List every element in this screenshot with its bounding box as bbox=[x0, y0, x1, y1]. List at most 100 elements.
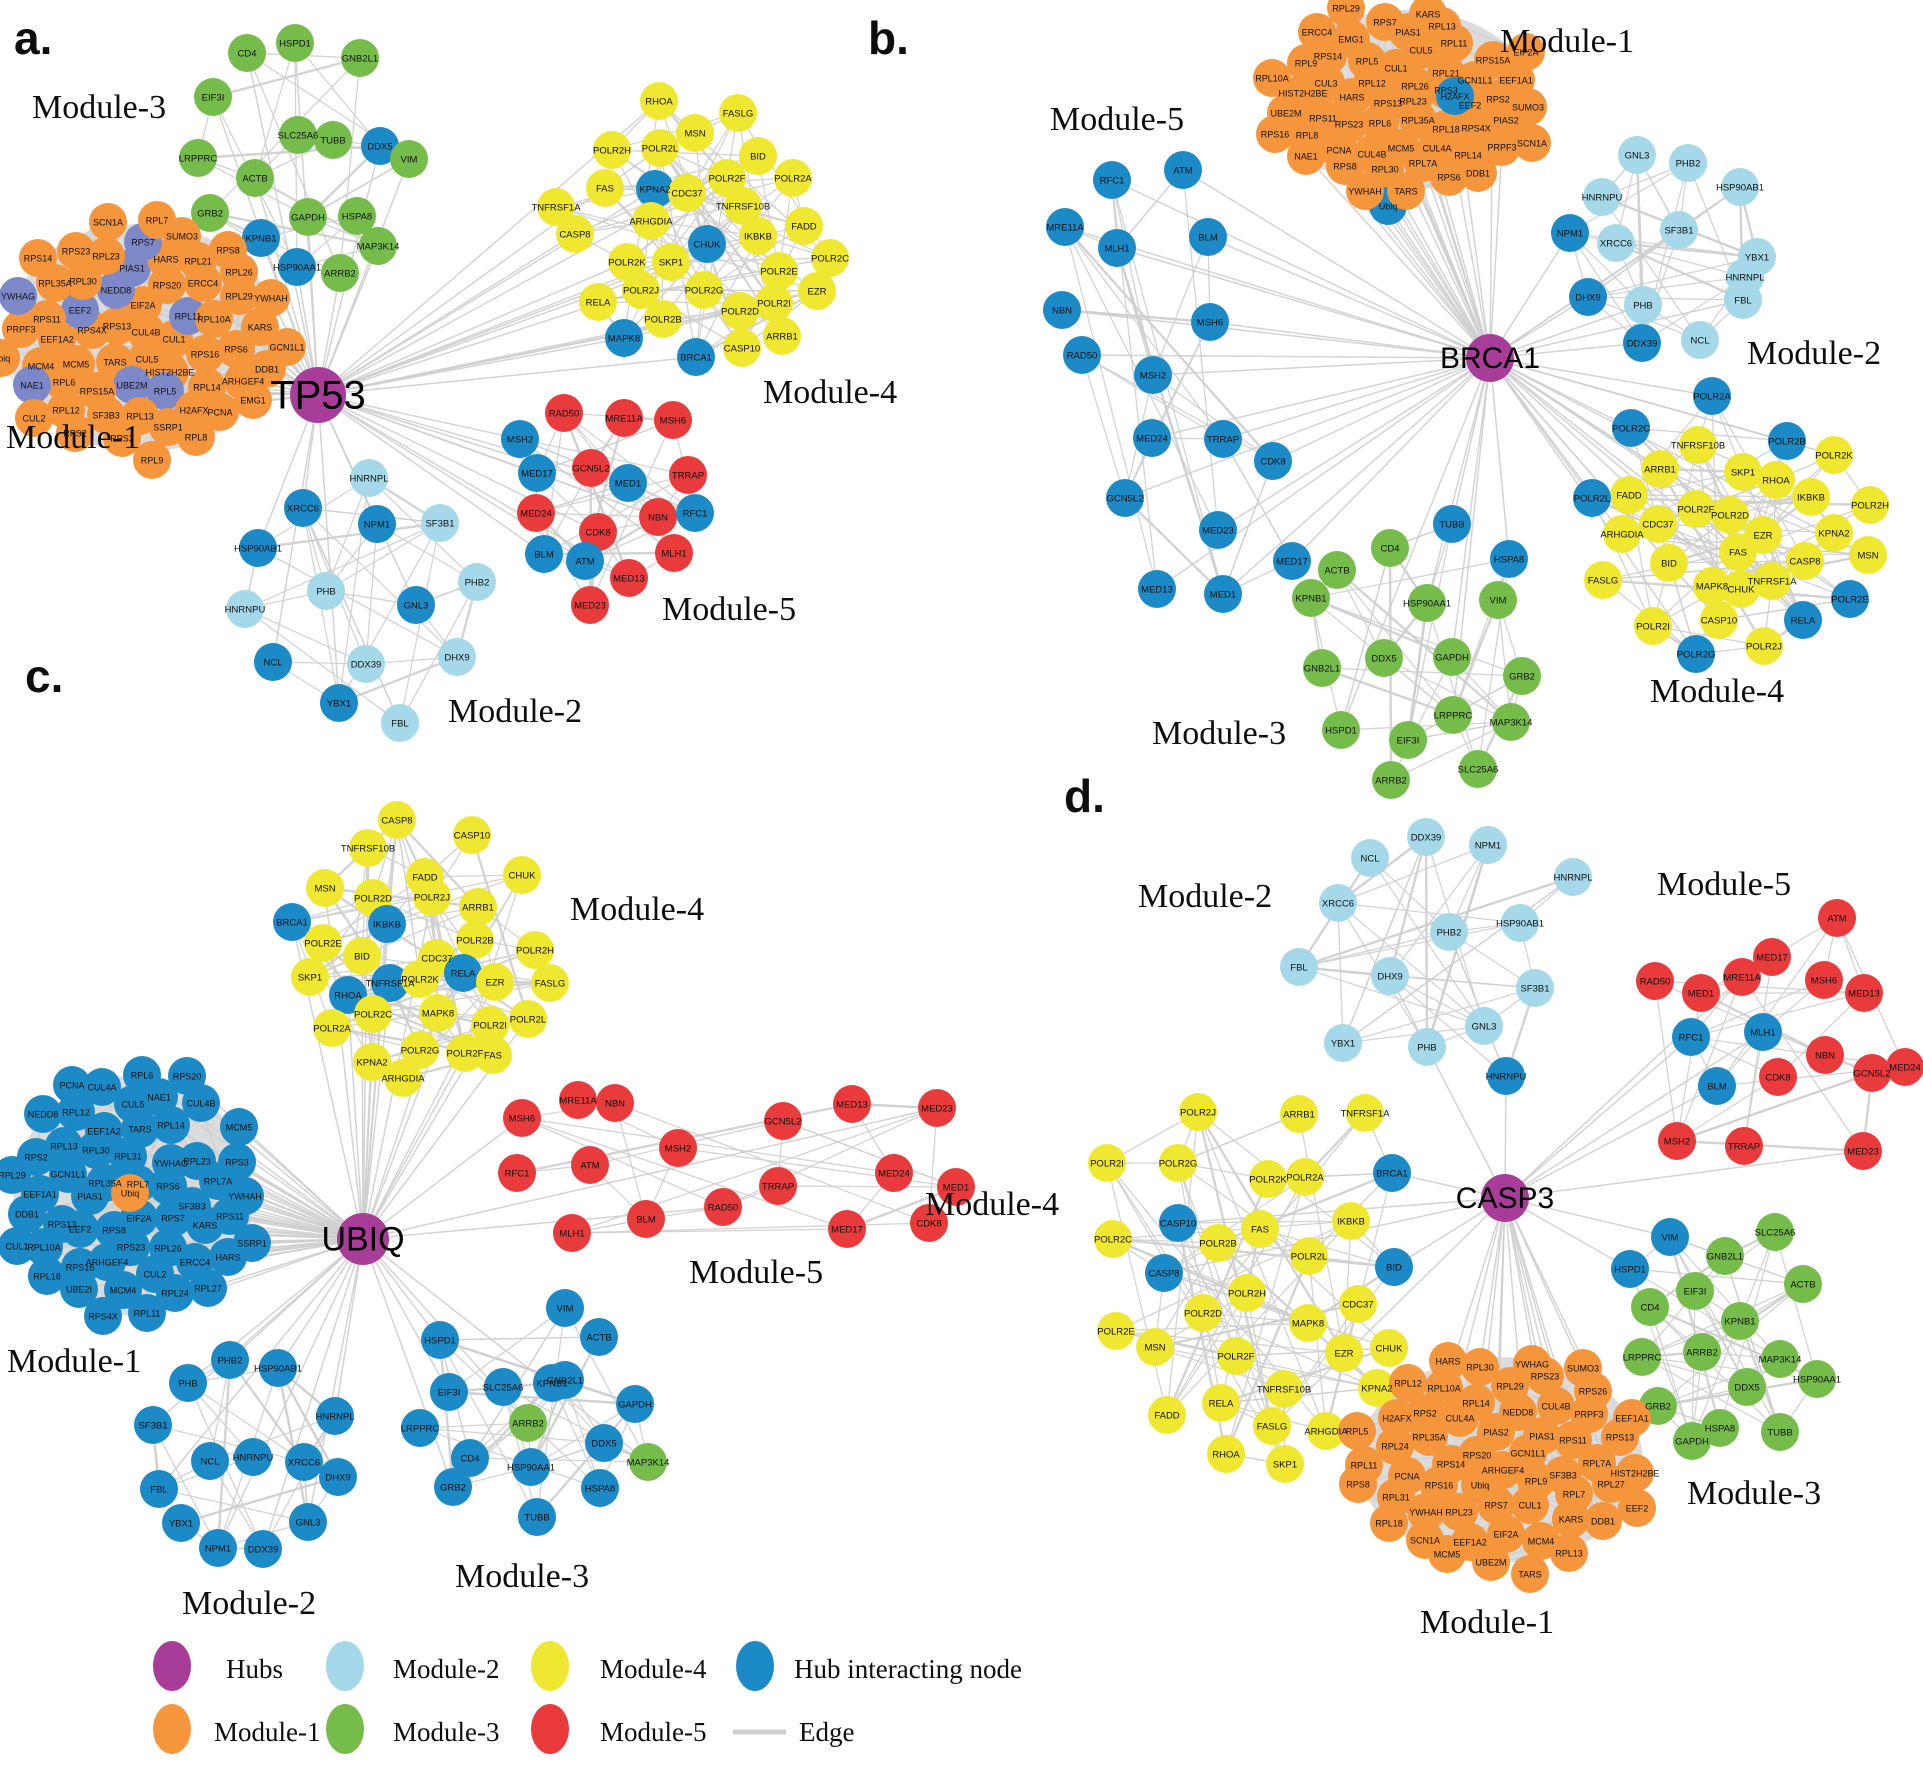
hub-UBIQ[interactable] bbox=[337, 1213, 389, 1265]
node-POLR2D[interactable] bbox=[1711, 496, 1749, 534]
node-KPNA2[interactable] bbox=[1815, 514, 1853, 552]
node-TUBB[interactable] bbox=[518, 1498, 556, 1536]
node-RPL7[interactable] bbox=[138, 201, 176, 239]
node-GCN5L2[interactable] bbox=[764, 1102, 802, 1140]
node-VIM[interactable] bbox=[1479, 581, 1517, 619]
node-ATM[interactable] bbox=[1164, 151, 1202, 189]
node-RPL8[interactable] bbox=[177, 418, 215, 456]
node-CASP10[interactable] bbox=[1700, 601, 1738, 639]
node-CASP8[interactable] bbox=[1786, 542, 1824, 580]
node-KARS[interactable] bbox=[241, 308, 279, 346]
node-EEF2[interactable] bbox=[61, 291, 99, 329]
node-NPM1[interactable] bbox=[199, 1529, 237, 1567]
node-RPL11[interactable] bbox=[128, 1294, 166, 1332]
node-POLR2C[interactable] bbox=[1612, 409, 1650, 447]
node-POLR2E[interactable] bbox=[760, 252, 798, 290]
node-TUBB[interactable] bbox=[1761, 1413, 1799, 1451]
node-PHB[interactable] bbox=[307, 572, 345, 610]
node-TNFRSF10B[interactable] bbox=[724, 187, 762, 225]
node-HSP90AA1[interactable] bbox=[1408, 584, 1446, 622]
node-YBX1[interactable] bbox=[162, 1504, 200, 1542]
node-DDX5[interactable] bbox=[1365, 639, 1403, 677]
node-CASP8[interactable] bbox=[556, 215, 594, 253]
node-RPL27[interactable] bbox=[189, 1269, 227, 1307]
node-POLR2L[interactable] bbox=[509, 1000, 547, 1038]
node-RPL5[interactable] bbox=[146, 372, 184, 410]
node-SLC25A6[interactable] bbox=[279, 116, 317, 154]
node-HSP90AB1[interactable] bbox=[1501, 904, 1539, 942]
node-POLR2B[interactable] bbox=[1768, 422, 1806, 460]
node-YWHAG[interactable] bbox=[0, 277, 37, 315]
node-RPL29[interactable] bbox=[0, 1156, 31, 1194]
node-EIF2A[interactable] bbox=[1507, 33, 1545, 71]
node-MED1[interactable] bbox=[937, 1168, 975, 1206]
node-HNRNPU[interactable] bbox=[1487, 1057, 1525, 1095]
node-NBN[interactable] bbox=[1806, 1036, 1844, 1074]
node-RPS7[interactable] bbox=[1477, 1486, 1515, 1524]
node-MED13[interactable] bbox=[1138, 570, 1176, 608]
node-RPS3[interactable] bbox=[103, 419, 141, 457]
node-CASP10[interactable] bbox=[453, 816, 491, 854]
node-POLR2A[interactable] bbox=[774, 159, 812, 197]
node-NBN[interactable] bbox=[1043, 291, 1081, 329]
node-CUL1[interactable] bbox=[1511, 1486, 1549, 1524]
node-FASLG[interactable] bbox=[719, 94, 757, 132]
node-POLR2I[interactable] bbox=[471, 1006, 509, 1044]
node-SSRP1[interactable] bbox=[233, 1224, 271, 1262]
node-RPS3[interactable] bbox=[218, 1143, 256, 1181]
node-HSP90AB1[interactable] bbox=[239, 529, 277, 567]
node-EIF2A[interactable] bbox=[1487, 1515, 1525, 1553]
node-POLR2A[interactable] bbox=[1693, 377, 1731, 415]
node-GAPDH[interactable] bbox=[1433, 638, 1471, 676]
node-POLR2K[interactable] bbox=[608, 243, 646, 281]
node-PHB2[interactable] bbox=[1430, 913, 1468, 951]
node-CHUK[interactable] bbox=[1722, 570, 1760, 608]
node-RAD50[interactable] bbox=[545, 394, 583, 432]
node-NAE1[interactable] bbox=[13, 366, 51, 404]
node-MSH2[interactable] bbox=[1134, 356, 1172, 394]
node-POLR2I[interactable] bbox=[755, 284, 793, 322]
node-EEF1A1[interactable] bbox=[1613, 1399, 1651, 1437]
node-HSP90AA1[interactable] bbox=[278, 248, 316, 286]
node-TNFRSF1A[interactable] bbox=[1753, 562, 1791, 600]
node-FAS[interactable] bbox=[586, 169, 624, 207]
node-POLR2L[interactable] bbox=[1290, 1237, 1328, 1275]
node-RELA[interactable] bbox=[1784, 601, 1822, 639]
node-SKP1[interactable] bbox=[291, 958, 329, 996]
node-XRCC6[interactable] bbox=[285, 1443, 323, 1481]
node-POLR2H[interactable] bbox=[1851, 486, 1889, 524]
node-POLR2J[interactable] bbox=[1179, 1093, 1217, 1131]
node-KPNB1[interactable] bbox=[1292, 579, 1330, 617]
node-SLC25A6[interactable] bbox=[484, 1368, 522, 1406]
node-GRB2[interactable] bbox=[191, 194, 229, 232]
node-EIF3I[interactable] bbox=[194, 78, 232, 116]
node-ARHGDIA[interactable] bbox=[1307, 1412, 1345, 1450]
node-MED23[interactable] bbox=[918, 1089, 956, 1127]
node-TNFRSF10B[interactable] bbox=[349, 829, 387, 867]
node-HNRNPL[interactable] bbox=[316, 1397, 354, 1435]
node-ACTB[interactable] bbox=[1784, 1265, 1822, 1303]
node-HSPA8[interactable] bbox=[581, 1469, 619, 1507]
node-GCN5L2[interactable] bbox=[572, 449, 610, 487]
node-HIST2H2BE[interactable] bbox=[1616, 1454, 1654, 1492]
node-ARRB1[interactable] bbox=[1641, 450, 1679, 488]
node-POLR2B[interactable] bbox=[644, 300, 682, 338]
node-RPS20[interactable] bbox=[168, 1057, 206, 1095]
node-HSPD1[interactable] bbox=[421, 1321, 459, 1359]
node-NCL[interactable] bbox=[1351, 839, 1389, 877]
node-HSPD1[interactable] bbox=[1611, 1250, 1649, 1288]
node-NCL[interactable] bbox=[254, 643, 292, 681]
node-EZR[interactable] bbox=[1325, 1334, 1363, 1372]
node-TNFRSF10B[interactable] bbox=[1679, 426, 1717, 464]
node-MRE11A[interactable] bbox=[605, 399, 643, 437]
node-MAPK8[interactable] bbox=[605, 319, 643, 357]
node-RFC1[interactable] bbox=[498, 1154, 536, 1192]
node-POLR2I[interactable] bbox=[1088, 1144, 1126, 1182]
node-GRB2[interactable] bbox=[434, 1468, 472, 1506]
node-CDK8[interactable] bbox=[910, 1204, 948, 1242]
node-SLC25A6[interactable] bbox=[1756, 1213, 1794, 1251]
node-SUMO3[interactable] bbox=[1509, 88, 1547, 126]
node-RELA[interactable] bbox=[444, 954, 482, 992]
node-MRE11A[interactable] bbox=[559, 1081, 597, 1119]
node-DDX39[interactable] bbox=[1407, 818, 1445, 856]
